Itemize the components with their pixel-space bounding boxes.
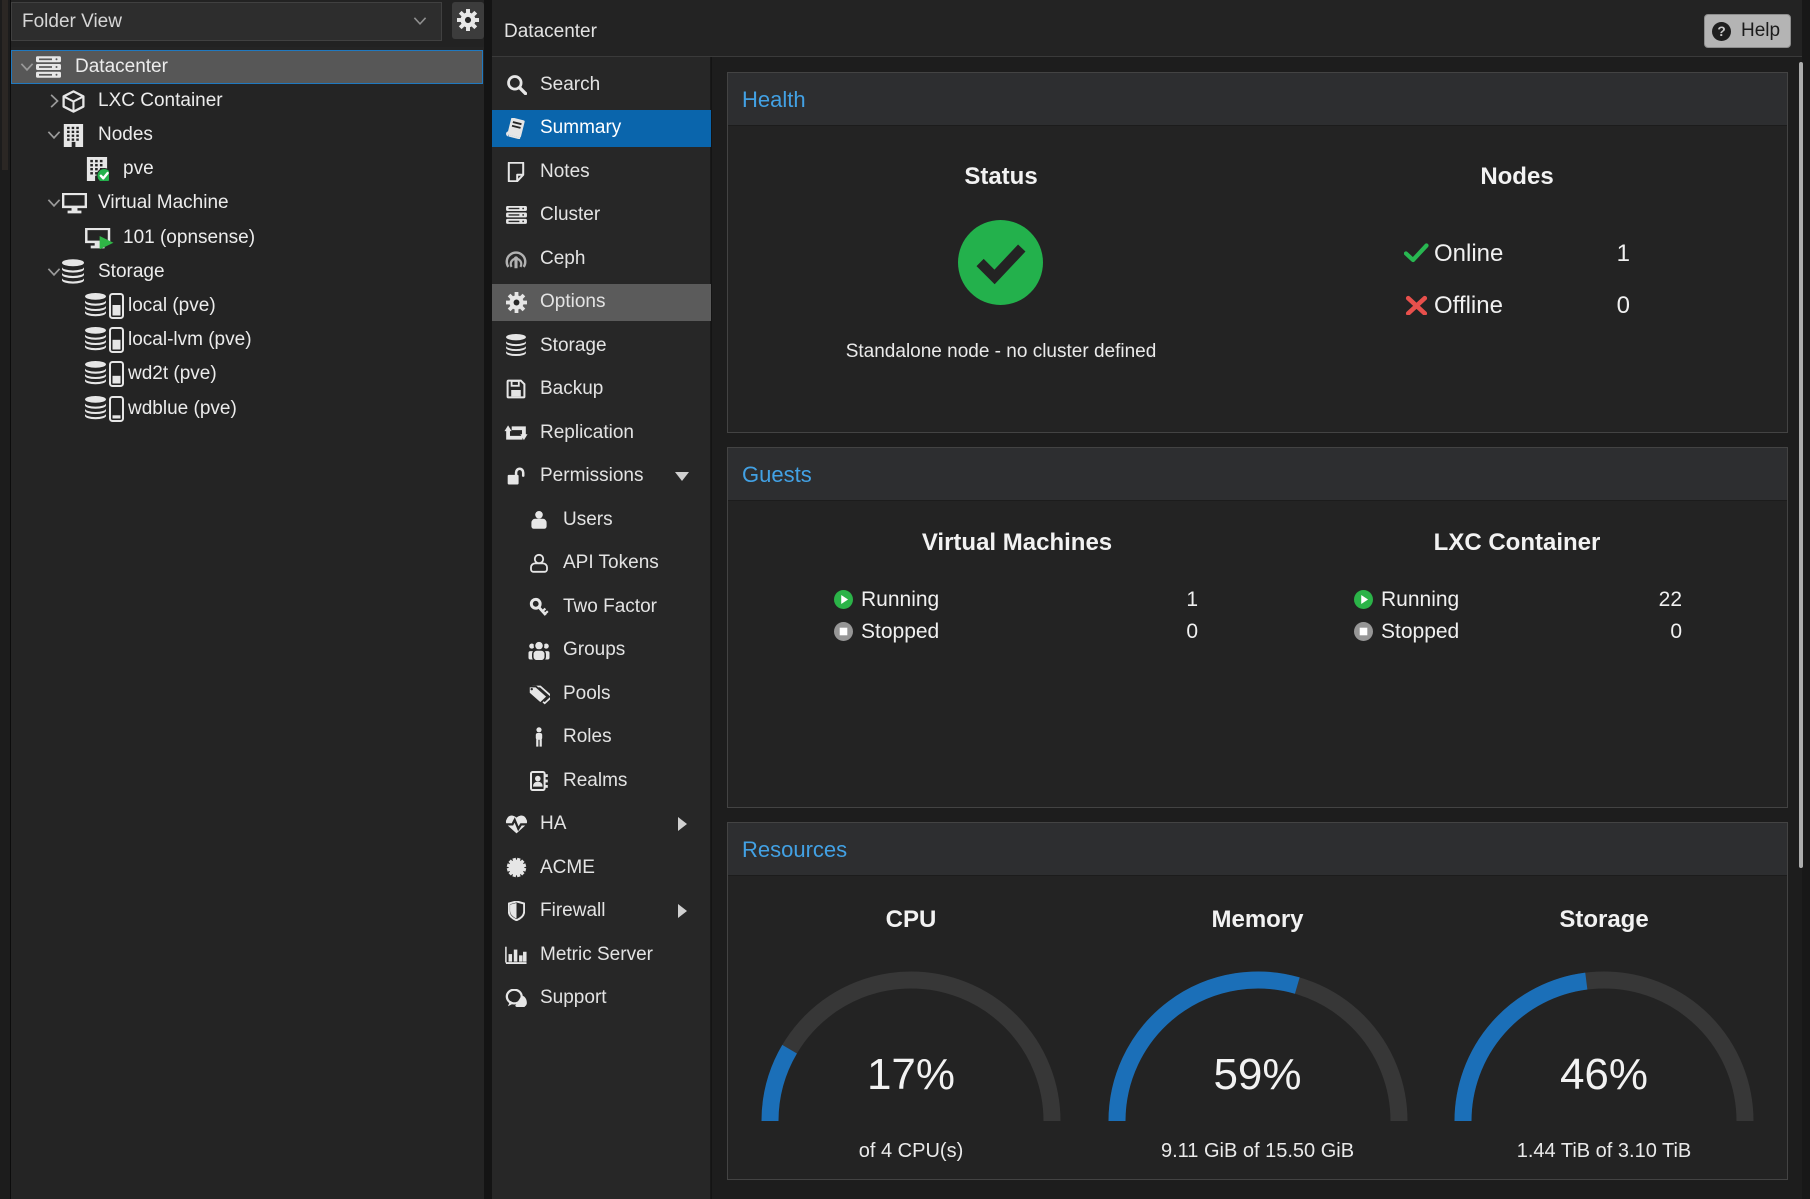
svg-text:?: ? [1717,24,1725,39]
